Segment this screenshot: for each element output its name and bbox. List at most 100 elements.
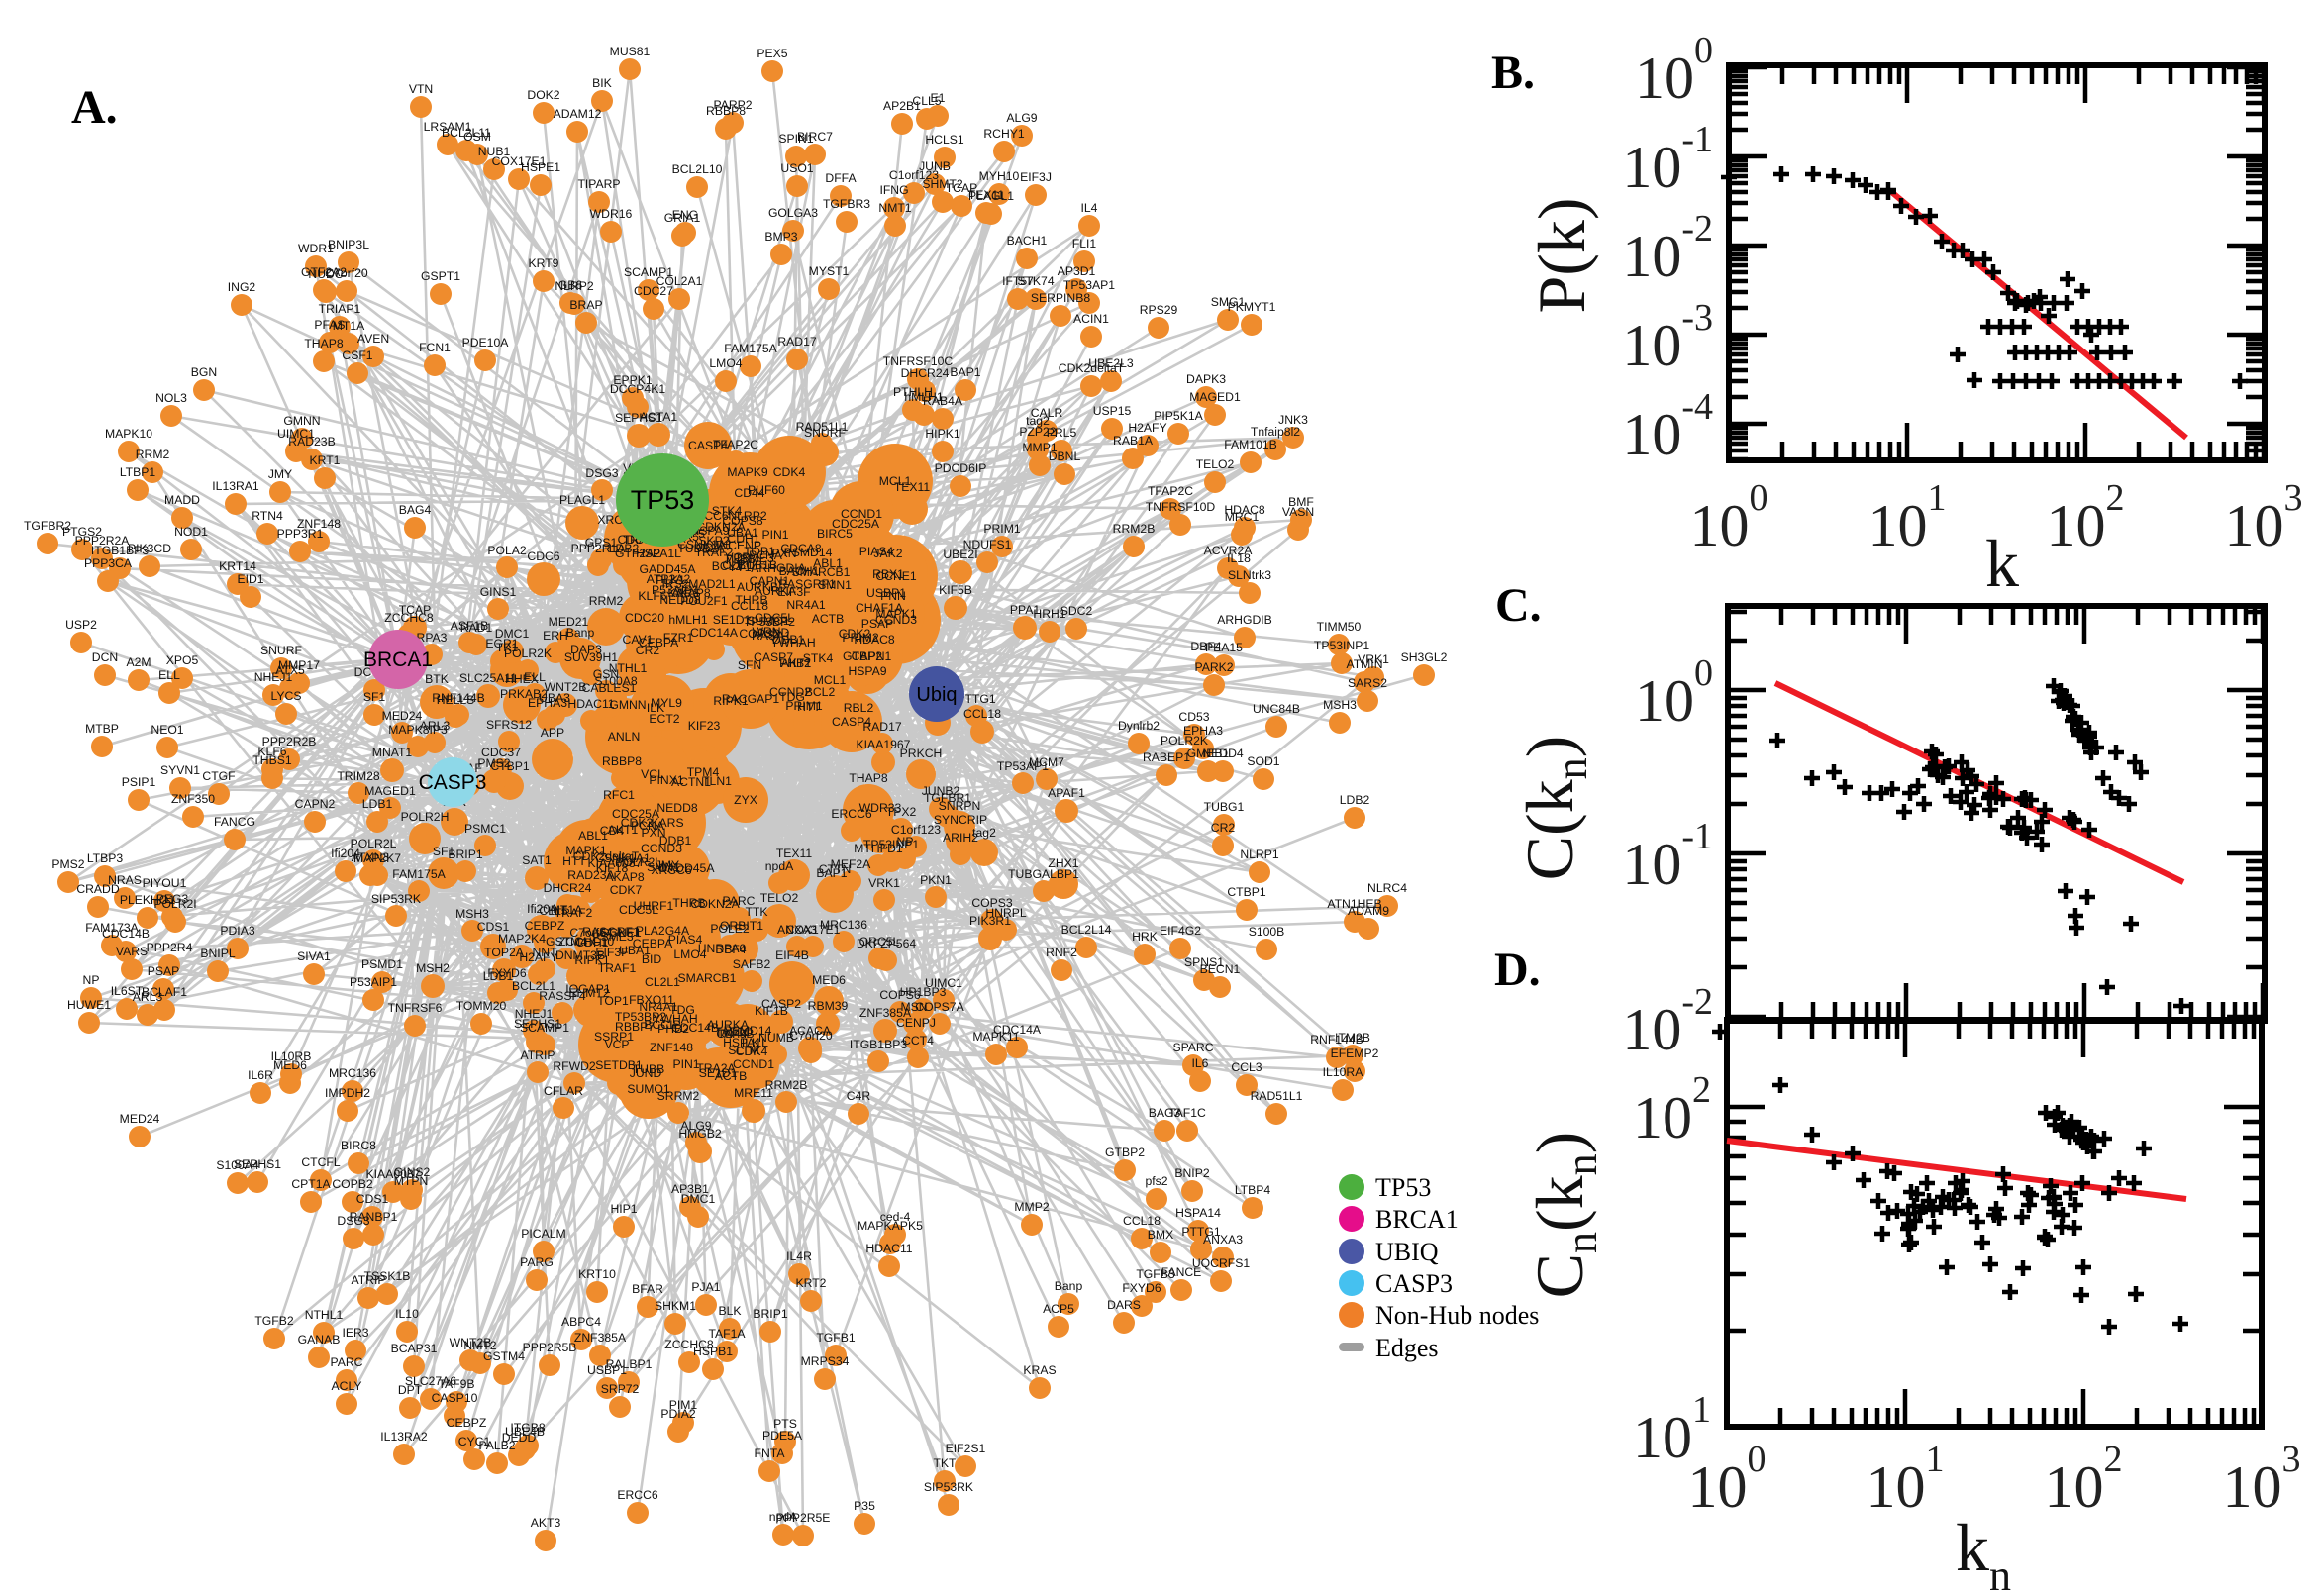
svg-text:TCAP: TCAP bbox=[399, 603, 432, 617]
svg-text:SMARCB1: SMARCB1 bbox=[678, 971, 737, 985]
svg-text:CTCFL: CTCFL bbox=[301, 1155, 340, 1169]
svg-text:PPP2R5E: PPP2R5E bbox=[776, 1511, 831, 1525]
svg-text:BUB1B: BUB1B bbox=[738, 558, 777, 572]
svg-text:CDKN2A: CDKN2A bbox=[690, 897, 740, 911]
svg-text:Edges: Edges bbox=[1375, 1334, 1439, 1362]
svg-text:IL4: IL4 bbox=[1081, 201, 1098, 215]
svg-text:KLF6: KLF6 bbox=[638, 589, 666, 603]
svg-text:EIF2S1: EIF2S1 bbox=[946, 1442, 986, 1455]
svg-text:RAD51L1: RAD51L1 bbox=[1251, 1089, 1303, 1103]
svg-text:TIPARP: TIPARP bbox=[577, 177, 620, 191]
svg-text:PPP2R1A: PPP2R1A bbox=[571, 542, 627, 555]
svg-text:HIP1: HIP1 bbox=[610, 1202, 637, 1216]
svg-text:UIMC1: UIMC1 bbox=[277, 427, 315, 441]
svg-text:kn: kn bbox=[1956, 1510, 2011, 1596]
svg-text:H2AFY: H2AFY bbox=[519, 950, 557, 964]
svg-text:CDH1: CDH1 bbox=[575, 936, 608, 949]
svg-text:HUWE1: HUWE1 bbox=[67, 998, 111, 1012]
svg-text:UHRF1: UHRF1 bbox=[634, 899, 674, 913]
svg-text:PXN: PXN bbox=[771, 547, 796, 560]
svg-text:CDC20: CDC20 bbox=[625, 611, 664, 625]
svg-text:CDC25A: CDC25A bbox=[832, 517, 880, 531]
svg-text:GSPT1: GSPT1 bbox=[421, 269, 460, 283]
svg-text:NMT2: NMT2 bbox=[463, 1339, 496, 1352]
svg-text:NLRP2: NLRP2 bbox=[728, 509, 767, 523]
svg-text:npdA: npdA bbox=[769, 1510, 798, 1524]
svg-text:KIAA0087: KIAA0087 bbox=[588, 856, 643, 870]
svg-text:BCL2L14: BCL2L14 bbox=[1061, 923, 1112, 937]
svg-text:S100A4: S100A4 bbox=[216, 1158, 259, 1172]
svg-text:SNRPN: SNRPN bbox=[939, 799, 981, 813]
svg-text:PRL5: PRL5 bbox=[1047, 426, 1077, 440]
svg-text:SPARC: SPARC bbox=[1172, 1041, 1213, 1054]
svg-text:SFN: SFN bbox=[738, 658, 761, 672]
svg-text:CDC6: CDC6 bbox=[527, 549, 559, 563]
svg-text:FNTA: FNTA bbox=[755, 1446, 786, 1460]
svg-text:CAPN1: CAPN1 bbox=[852, 649, 892, 663]
svg-text:DCN: DCN bbox=[92, 650, 118, 664]
svg-text:H2AFY: H2AFY bbox=[1128, 421, 1166, 435]
svg-text:FAM101B: FAM101B bbox=[1224, 438, 1277, 451]
svg-text:PSMC1: PSMC1 bbox=[464, 822, 506, 836]
svg-text:PSME3: PSME3 bbox=[733, 551, 774, 565]
svg-text:k: k bbox=[1985, 526, 2019, 601]
svg-text:PEA15: PEA15 bbox=[1205, 641, 1243, 654]
svg-text:NTHL1: NTHL1 bbox=[609, 661, 648, 675]
svg-text:FAM173A: FAM173A bbox=[85, 921, 139, 935]
svg-text:YY1: YY1 bbox=[728, 560, 751, 574]
svg-text:RRM2: RRM2 bbox=[589, 594, 624, 608]
svg-text:GMNN: GMNN bbox=[283, 414, 320, 428]
svg-text:Cn(kn): Cn(kn) bbox=[1522, 1132, 1606, 1299]
svg-text:EIF3J: EIF3J bbox=[1020, 170, 1052, 184]
svg-text:BRCA1: BRCA1 bbox=[1375, 1205, 1459, 1234]
svg-text:TNFRSF10D: TNFRSF10D bbox=[1146, 500, 1216, 514]
svg-text:BNIPL: BNIPL bbox=[200, 947, 235, 960]
svg-text:PMS2: PMS2 bbox=[477, 756, 510, 770]
svg-text:BIK: BIK bbox=[592, 76, 612, 90]
svg-text:TP53BP2: TP53BP2 bbox=[744, 615, 795, 629]
svg-text:COPS2: COPS2 bbox=[739, 627, 780, 641]
svg-text:MYL9: MYL9 bbox=[651, 696, 682, 710]
svg-text:IL10: IL10 bbox=[395, 1307, 419, 1321]
svg-text:P53AIP1: P53AIP1 bbox=[652, 583, 699, 597]
svg-text:DCCP4K1: DCCP4K1 bbox=[610, 382, 665, 396]
svg-text:VCP: VCP bbox=[725, 550, 750, 564]
svg-text:HCLS1: HCLS1 bbox=[925, 133, 964, 147]
svg-text:GANAB: GANAB bbox=[298, 1333, 341, 1347]
svg-text:IFT57: IFT57 bbox=[1002, 274, 1034, 288]
svg-text:RPS29: RPS29 bbox=[1140, 303, 1178, 317]
svg-text:BCL2L11: BCL2L11 bbox=[442, 126, 491, 140]
svg-text:MCL1: MCL1 bbox=[814, 673, 847, 687]
svg-text:SEPHS1: SEPHS1 bbox=[234, 1157, 281, 1171]
svg-text:MRC136: MRC136 bbox=[820, 918, 867, 932]
svg-text:VCL: VCL bbox=[641, 767, 664, 781]
svg-text:MAGED1: MAGED1 bbox=[1189, 390, 1241, 404]
svg-text:UBA1: UBA1 bbox=[727, 526, 758, 540]
svg-text:EIF3F: EIF3F bbox=[595, 946, 628, 959]
svg-text:COL2A1: COL2A1 bbox=[656, 274, 703, 288]
svg-text:VTN: VTN bbox=[409, 82, 433, 96]
svg-text:tag2: tag2 bbox=[972, 826, 996, 840]
svg-text:UBE4B: UBE4B bbox=[505, 1425, 545, 1439]
svg-text:ECT2: ECT2 bbox=[649, 712, 679, 726]
svg-text:SMN1: SMN1 bbox=[647, 860, 680, 874]
svg-text:SARS2: SARS2 bbox=[1348, 676, 1387, 690]
svg-text:FANCG: FANCG bbox=[214, 815, 255, 829]
svg-text:ITGB1BP3: ITGB1BP3 bbox=[91, 544, 149, 557]
svg-text:CLL5: CLL5 bbox=[912, 94, 941, 108]
svg-text:XRCC6: XRCC6 bbox=[651, 863, 692, 877]
svg-text:PIN1: PIN1 bbox=[761, 528, 788, 542]
svg-text:BACH1: BACH1 bbox=[1007, 234, 1048, 248]
svg-text:PTS: PTS bbox=[773, 1417, 797, 1431]
svg-text:PCNA: PCNA bbox=[749, 549, 783, 562]
svg-text:GADD45A: GADD45A bbox=[658, 861, 716, 875]
svg-text:ATRIP: ATRIP bbox=[521, 1048, 556, 1062]
svg-text:PRKCH: PRKCH bbox=[900, 747, 943, 760]
svg-text:TGFBR2: TGFBR2 bbox=[24, 519, 71, 533]
svg-text:USBP1: USBP1 bbox=[866, 586, 906, 600]
svg-text:ZHX1: ZHX1 bbox=[1048, 856, 1078, 870]
svg-text:NLRP1: NLRP1 bbox=[1240, 848, 1279, 861]
svg-text:CPT1A: CPT1A bbox=[291, 1177, 331, 1191]
svg-text:ACP5: ACP5 bbox=[1043, 1302, 1074, 1316]
svg-text:CCNE1: CCNE1 bbox=[600, 926, 642, 940]
